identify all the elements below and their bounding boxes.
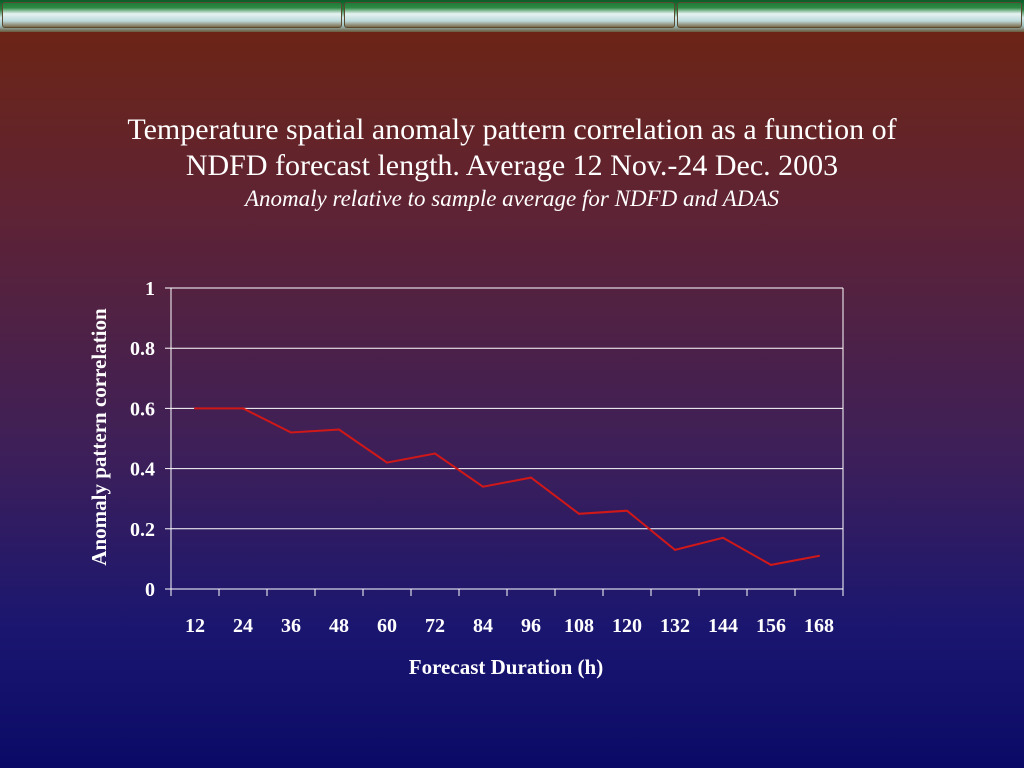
data-point [530,476,532,479]
x-tick-label: 60 [377,615,397,637]
data-point [194,407,196,410]
y-tick-label: 0.2 [130,519,155,541]
top-banner [0,0,1024,32]
chart-title-line-1: Temperature spatial anomaly pattern corr… [127,113,897,146]
y-axis-title: Anomaly pattern correlation [87,308,111,566]
x-tick-label: 84 [473,615,493,637]
x-tick-label: 24 [233,615,253,637]
data-point [290,431,292,434]
series-line [195,407,820,566]
x-tick-label: 156 [756,615,786,637]
data-point [338,428,340,431]
x-tick-label: 132 [660,615,690,637]
y-tick-label: 0.4 [130,459,155,481]
x-tick-label: 168 [804,615,834,637]
data-point [242,407,244,410]
data-point [386,461,388,464]
chart-subtitle: Anomaly relative to sample average for N… [244,186,780,211]
data-point [818,554,820,557]
data-point [578,512,580,515]
x-tick-label: 108 [564,615,594,637]
y-tick-labels: 0 0.2 0.4 0.6 0.8 1 [130,278,155,601]
x-tick-label: 144 [708,615,738,637]
data-point [626,509,628,512]
x-tick-label: 36 [281,615,301,637]
y-tick-label: 0.8 [130,338,155,360]
grid-lines [171,287,843,530]
y-tick-label: 0.6 [130,398,155,420]
x-tick-label: 96 [521,615,541,637]
data-point [482,485,484,488]
axes [165,287,844,596]
data-point [434,452,436,455]
x-tick-label: 72 [425,615,445,637]
banner-segment [344,2,675,28]
banner-segment [2,2,342,28]
x-tick-label: 120 [612,615,642,637]
y-tick-label: 1 [145,278,155,300]
data-point [674,548,676,551]
data-point [722,536,724,539]
x-axis-title: Forecast Duration (h) [409,655,603,679]
banner-segment [677,2,1022,28]
x-tick-labels: 12 24 36 48 60 72 84 96 108 120 132 144 156 168 [185,615,834,637]
x-tick-label: 48 [329,615,349,637]
x-tick-label: 12 [185,615,205,637]
y-tick-label: 0 [145,579,155,601]
data-point [770,563,772,566]
chart-title-line-2: NDFD forecast length. Average 12 Nov.-24… [185,149,839,182]
title-block: Temperature spatial anomaly pattern corr… [0,112,1024,214]
series [194,407,820,566]
